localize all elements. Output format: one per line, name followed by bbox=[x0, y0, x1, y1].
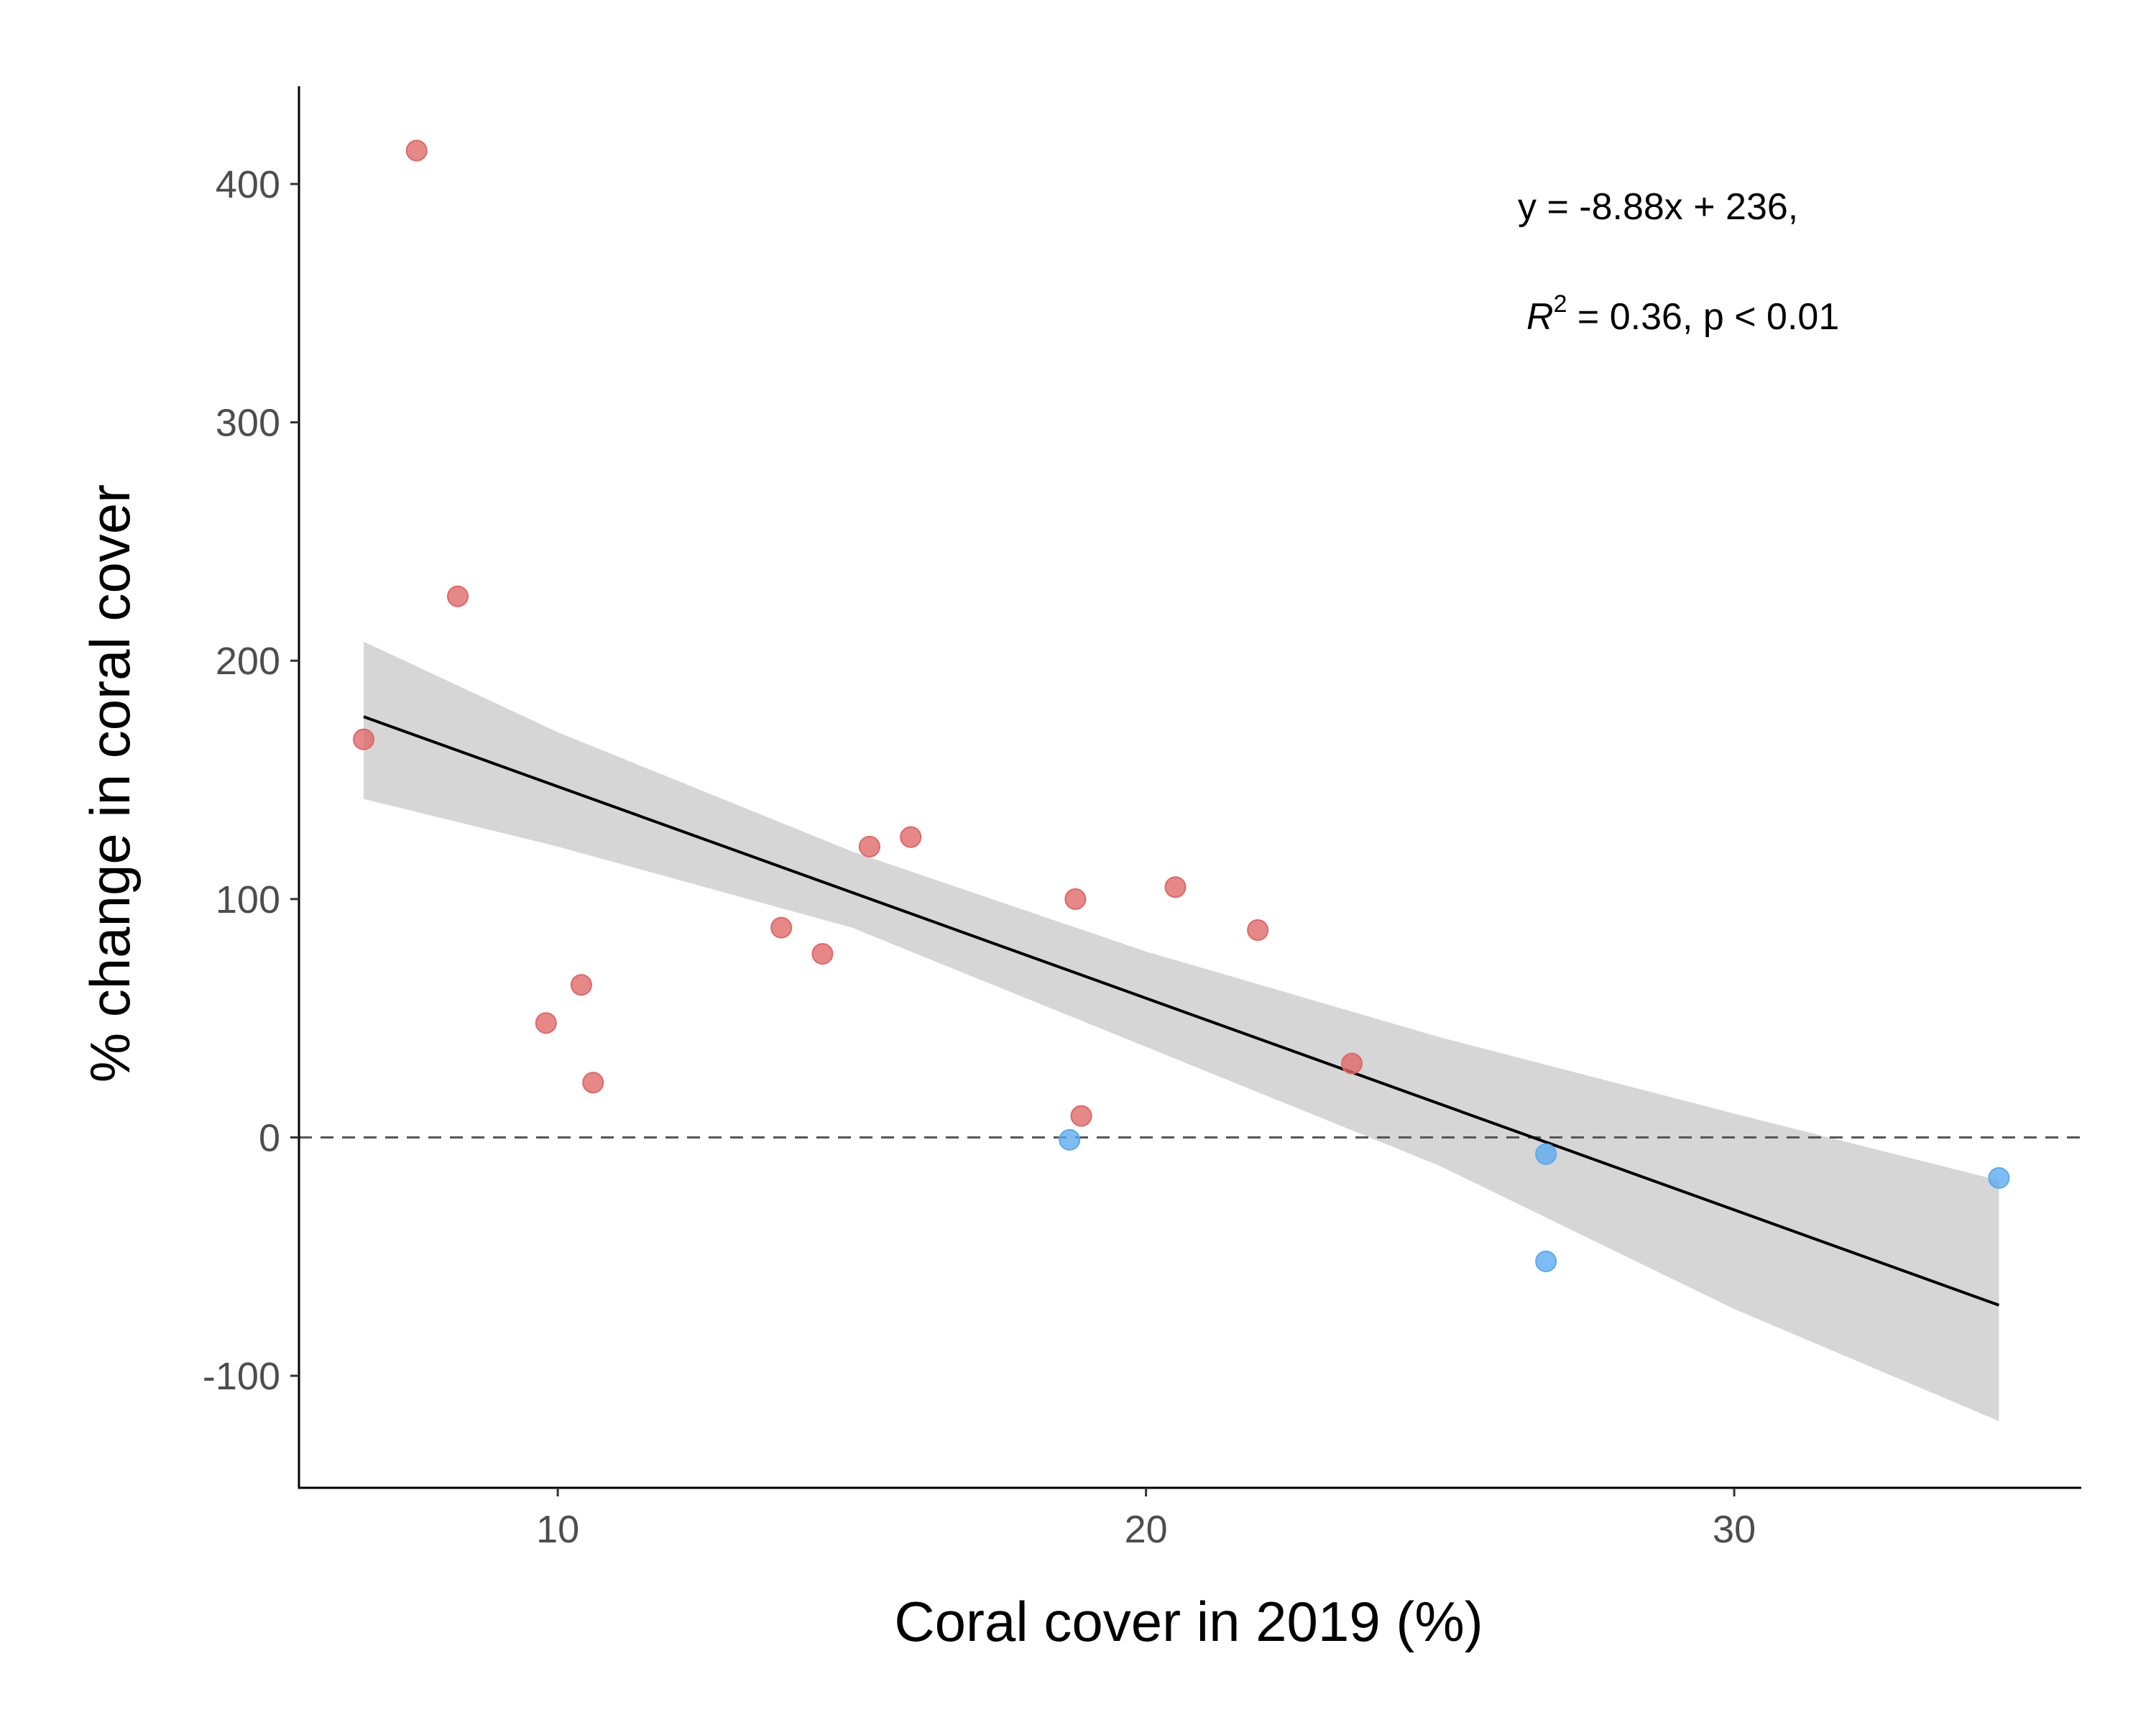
y-tick-label-6: 400 bbox=[216, 163, 280, 206]
r-squared-symbol: R bbox=[1526, 296, 1554, 338]
r-squared-text: = 0.36, p < 0.01 bbox=[1567, 296, 1839, 338]
data-point-series-2-1 bbox=[1059, 1128, 1081, 1151]
data-point-series-1-13 bbox=[1164, 876, 1187, 898]
data-point-series-1-12 bbox=[1070, 1105, 1092, 1127]
data-point-series-1-8 bbox=[811, 943, 834, 965]
data-point-series-2-3 bbox=[1535, 1250, 1557, 1272]
y-tick-label-1: -100 bbox=[203, 1355, 280, 1398]
x-axis-title: Coral cover in 2019 (%) bbox=[894, 1590, 1483, 1653]
data-point-series-2-2 bbox=[1535, 1143, 1557, 1165]
confidence-band bbox=[364, 641, 1999, 1422]
data-point-series-1-11 bbox=[1064, 888, 1087, 910]
data-points-layer bbox=[353, 139, 2010, 1272]
data-point-series-1-2 bbox=[405, 139, 428, 162]
y-tick-label-2: 0 bbox=[259, 1117, 280, 1160]
data-point-series-1-15 bbox=[1341, 1052, 1363, 1075]
x-tick-label-1: 10 bbox=[536, 1508, 579, 1551]
axes-layer: -100 0 100 200 300 400 10 20 30 bbox=[203, 86, 2081, 1551]
data-point-series-1-14 bbox=[1247, 919, 1269, 941]
y-tick-label-4: 200 bbox=[216, 640, 280, 683]
data-point-series-1-4 bbox=[535, 1012, 557, 1034]
r-squared-annotation: R2 = 0.36, p < 0.01 bbox=[1526, 290, 1839, 338]
data-point-series-1-3 bbox=[446, 585, 469, 607]
data-point-series-1-10 bbox=[900, 826, 922, 848]
regression-line bbox=[363, 715, 2000, 1307]
confidence-band-layer bbox=[364, 641, 1999, 1422]
data-point-series-1-1 bbox=[353, 728, 375, 750]
x-tick-label-2: 20 bbox=[1125, 1508, 1168, 1551]
data-point-series-1-7 bbox=[770, 916, 793, 939]
y-tick-label-3: 100 bbox=[216, 878, 280, 921]
y-axis-title: % change in coral cover bbox=[78, 484, 142, 1082]
equation-annotation: y = -8.88x + 236, bbox=[1518, 186, 1798, 228]
y-tick-label-5: 300 bbox=[216, 402, 280, 445]
data-point-series-2-4 bbox=[1988, 1167, 2010, 1189]
regression-line-layer bbox=[363, 715, 2000, 1307]
r-squared-exponent: 2 bbox=[1554, 290, 1567, 318]
data-point-series-1-9 bbox=[858, 835, 880, 857]
data-point-series-1-6 bbox=[582, 1072, 604, 1094]
data-point-series-1-5 bbox=[570, 974, 592, 996]
x-tick-label-3: 30 bbox=[1713, 1508, 1756, 1551]
